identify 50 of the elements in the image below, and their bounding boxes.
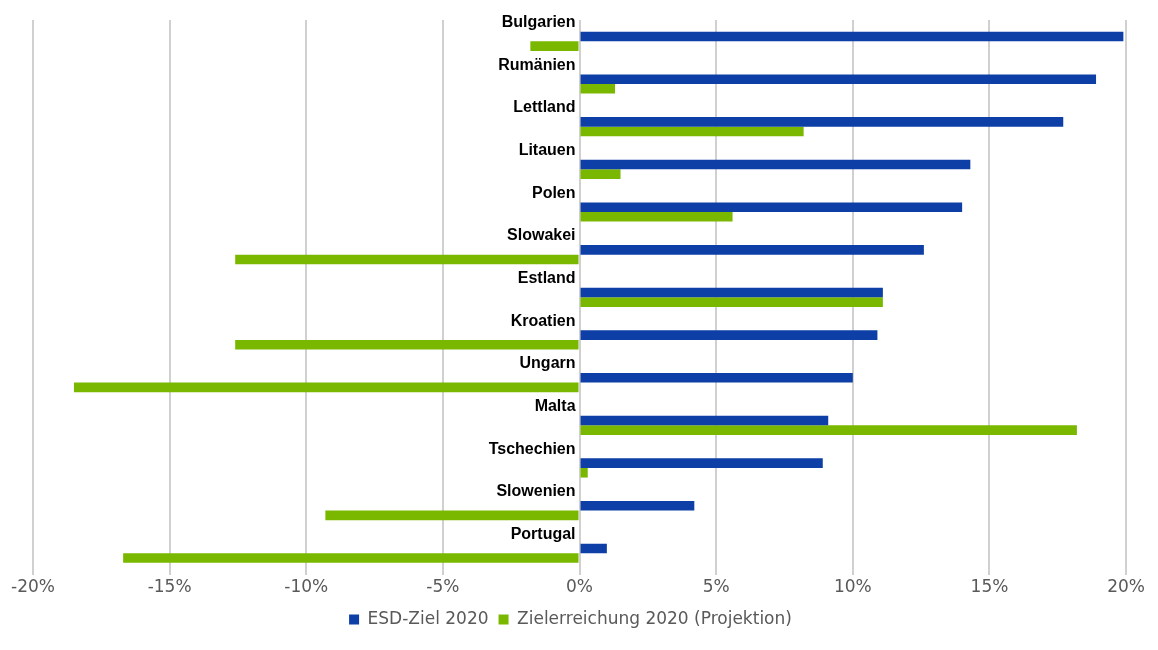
bar: [580, 74, 1097, 84]
y-tick-label: Slowakei: [507, 226, 576, 244]
bar: [580, 297, 883, 307]
bar: [580, 117, 1064, 127]
x-tick-label: -5%: [426, 576, 460, 597]
bar: [580, 501, 695, 511]
legend-label: Zielerreichung 2020 (Projektion): [517, 607, 792, 628]
bar: [580, 211, 733, 222]
y-tick-label: Estland: [517, 269, 576, 287]
legend-label: ESD-Ziel 2020: [367, 607, 489, 628]
y-tick-label: Litauen: [518, 141, 576, 159]
bar: [325, 510, 579, 521]
bar: [123, 553, 579, 563]
y-tick-label: Tschechien: [488, 439, 576, 457]
y-tick-label: Slowenien: [496, 482, 576, 500]
bar: [580, 31, 1124, 42]
bar: [73, 382, 579, 393]
x-tick-label: 0%: [566, 576, 594, 597]
x-tick-label: 20%: [1107, 576, 1146, 597]
bar: [580, 425, 1077, 435]
bar: [580, 169, 621, 179]
x-tick-label: -20%: [11, 576, 55, 597]
bar: [580, 543, 607, 554]
y-tick-label: Polen: [531, 183, 576, 201]
bar: [580, 287, 883, 298]
y-tick-label: Kroatien: [510, 311, 576, 329]
y-tick-label: Lettland: [513, 98, 576, 116]
y-tick-label: Rumänien: [498, 55, 576, 73]
bar: [580, 202, 963, 212]
bar: [580, 126, 804, 137]
bar: [580, 458, 823, 468]
x-tick-label: 10%: [833, 576, 872, 597]
bar: [580, 467, 588, 478]
y-tick-label: Ungarn: [519, 354, 576, 372]
y-tick-label: Portugal: [510, 525, 576, 543]
y-tick-label: Malta: [534, 397, 576, 415]
bar: [580, 373, 853, 383]
x-tick-label: -10%: [284, 576, 329, 597]
x-tick-label: 15%: [970, 576, 1009, 597]
x-tick-label: 5%: [702, 576, 730, 597]
y-tick-label: Bulgarien: [501, 13, 576, 31]
bar: [235, 339, 579, 350]
bar: [580, 83, 616, 94]
x-tick-label: -15%: [147, 576, 192, 597]
bar: [235, 254, 579, 265]
bar: [580, 245, 924, 255]
bar: [580, 159, 971, 170]
bar: [580, 415, 829, 426]
bar: [580, 330, 878, 340]
bar: [530, 41, 579, 51]
